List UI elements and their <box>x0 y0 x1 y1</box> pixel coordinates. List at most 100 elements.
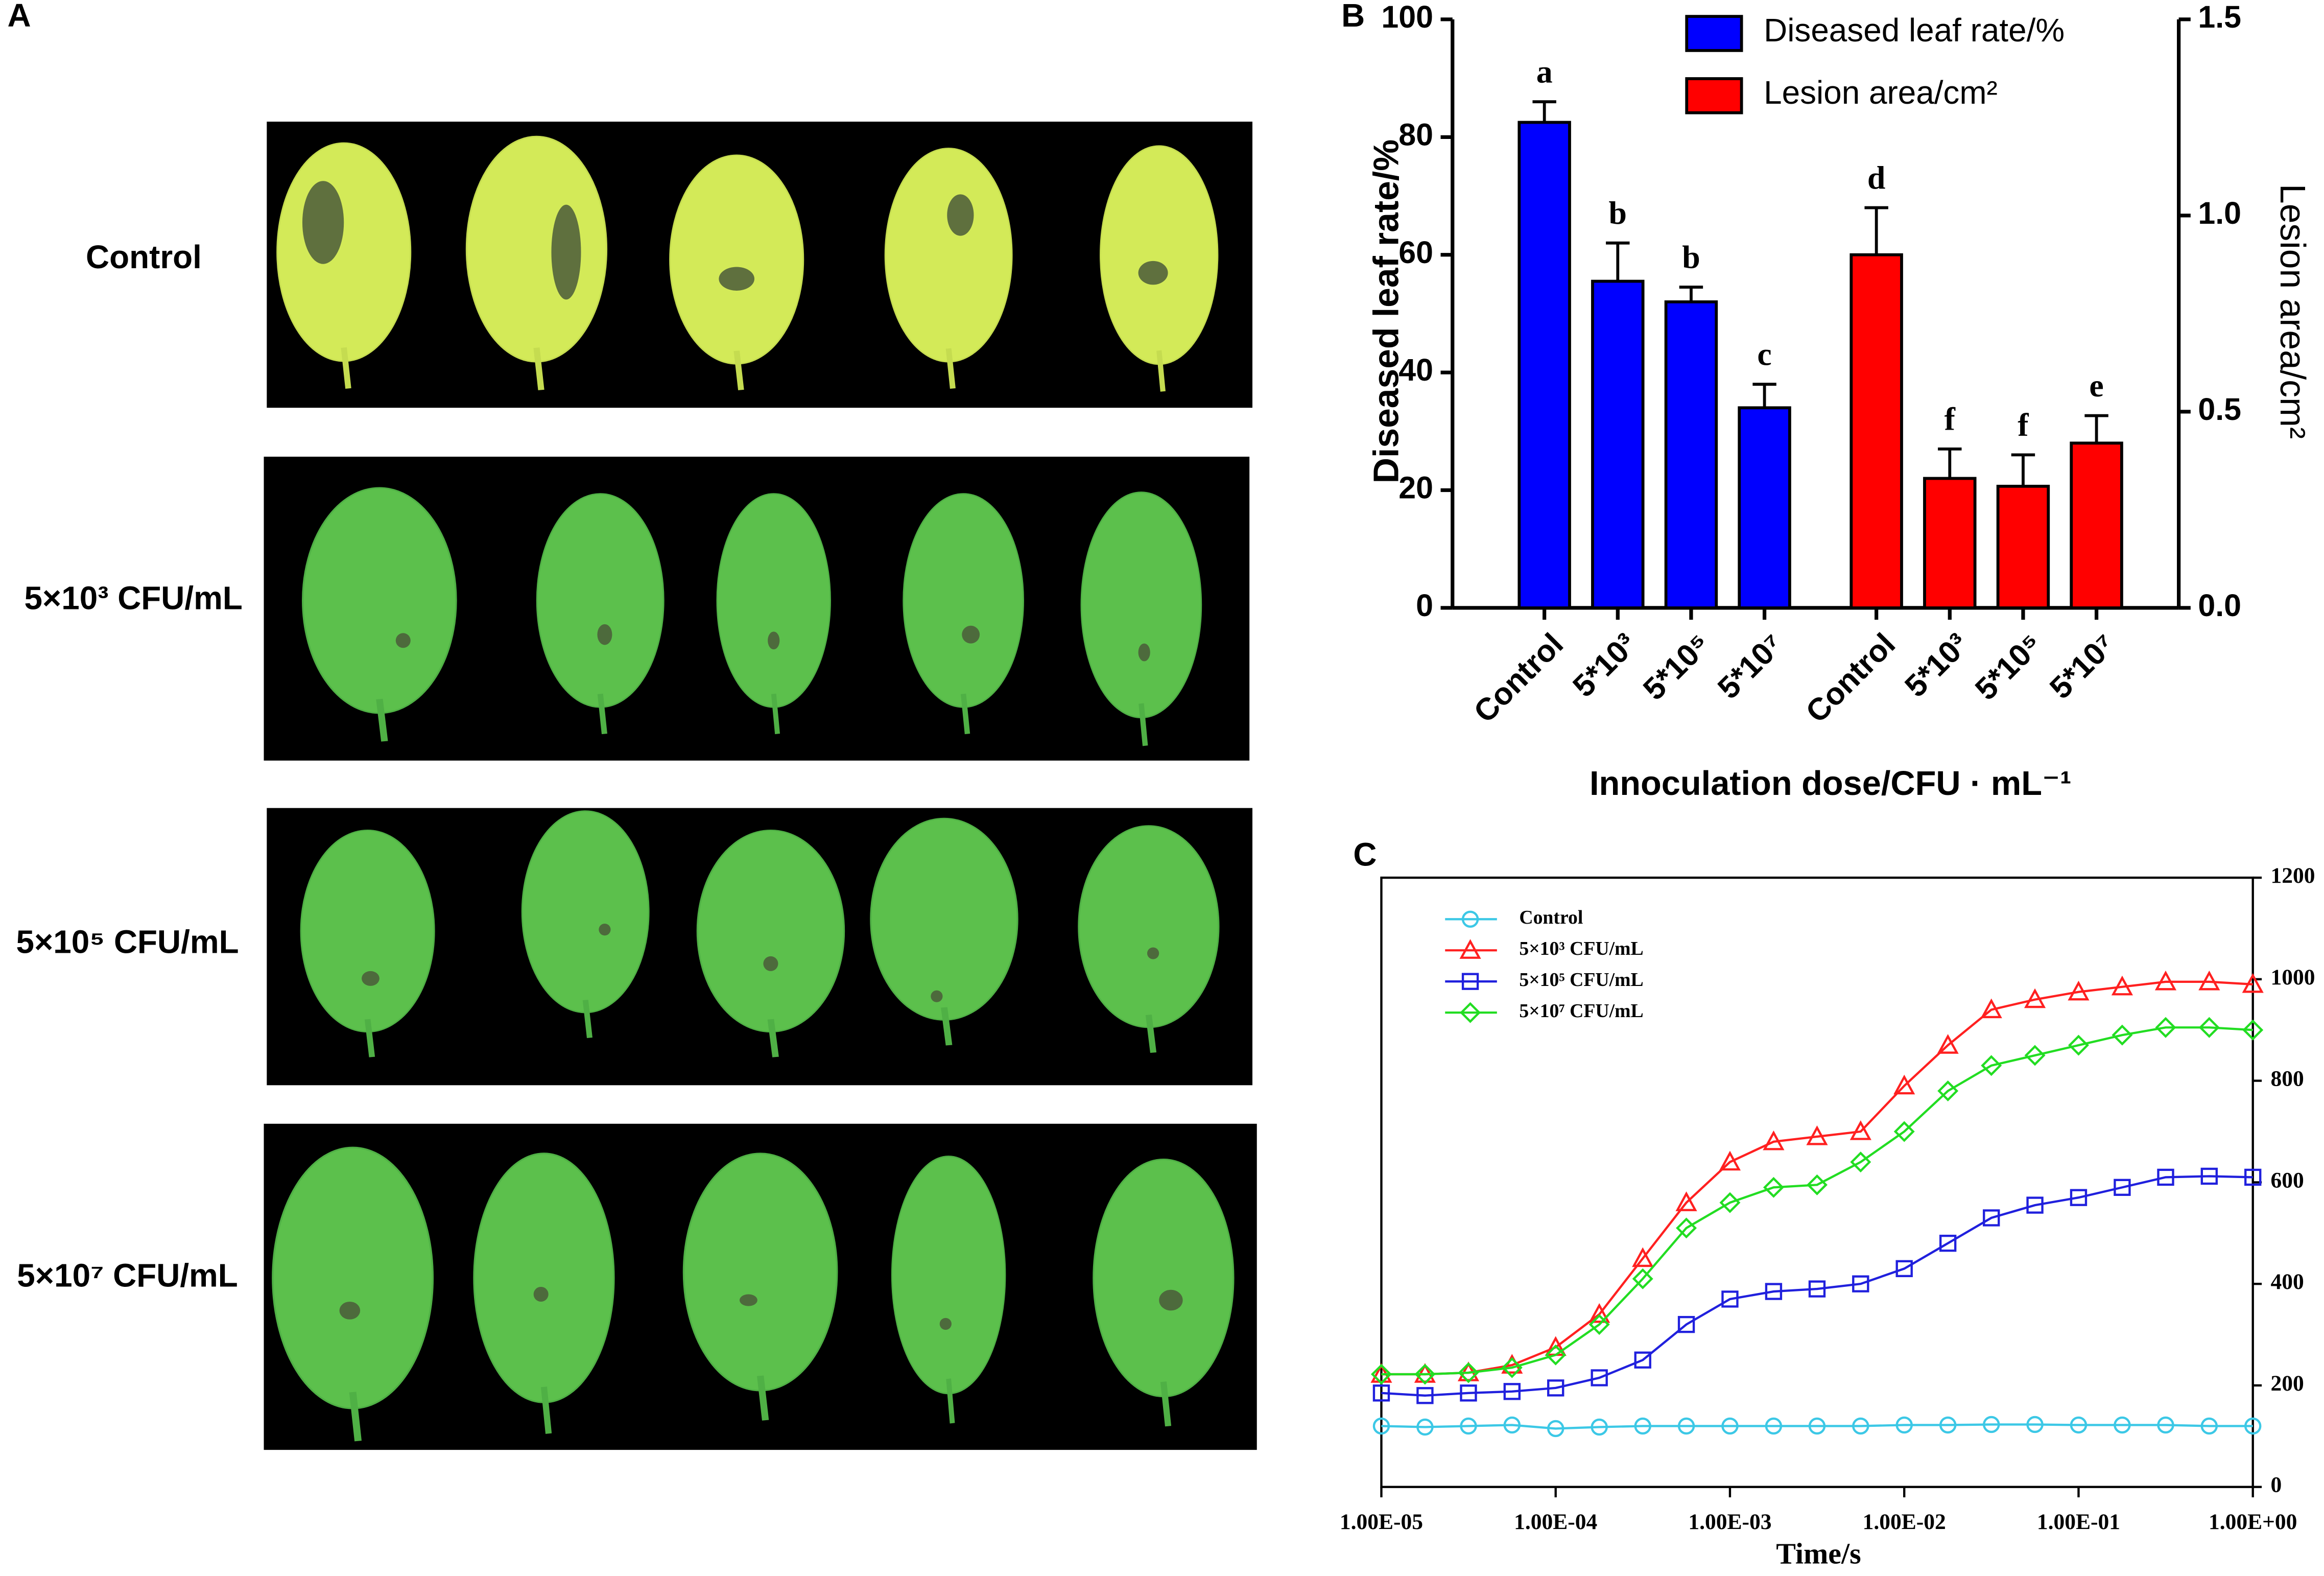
marker <box>1503 1383 1521 1400</box>
significance-letter: b <box>1682 239 1700 275</box>
marker <box>1675 1191 1697 1211</box>
x-tick-label: 1.00E-04 <box>1514 1510 1597 1534</box>
series-line <box>1381 1423 2253 1430</box>
legend-marker <box>1461 973 1479 990</box>
y2-tick-label: 1.0 <box>2198 196 2241 230</box>
marker <box>2198 970 2220 991</box>
lesion <box>1138 643 1150 662</box>
marker <box>2200 1167 2218 1185</box>
plot-frame <box>1380 876 2254 1488</box>
significance-letter: f <box>1944 401 1956 437</box>
marker <box>2114 1416 2131 1434</box>
marker <box>1634 1351 1651 1369</box>
marker <box>1937 1080 1959 1101</box>
marker <box>1591 1369 1608 1386</box>
marker <box>1765 1417 1783 1435</box>
marker <box>1765 1283 1783 1300</box>
marker <box>1849 1120 1871 1140</box>
x-tick-label: Control <box>1799 626 1902 729</box>
marker <box>1501 1357 1523 1378</box>
legend-marker <box>1459 939 1481 959</box>
lesion <box>763 956 778 971</box>
marker <box>2024 988 2046 1008</box>
error-bar <box>1532 100 1556 123</box>
y-tick-label: 0 <box>2271 1473 2282 1497</box>
lesion <box>719 267 755 291</box>
x-tick-label: 5*10⁷ <box>2043 626 2122 705</box>
y-tick-label: 600 <box>2271 1168 2304 1192</box>
leaf-photos <box>264 122 1257 1450</box>
lesion <box>1138 261 1168 285</box>
marker <box>1676 1217 1697 1239</box>
marker <box>1372 1384 1390 1402</box>
y-tick-label: 200 <box>2271 1371 2304 1396</box>
row-label: 5×10⁷ CFU/mL <box>17 1257 238 1293</box>
lesion <box>939 1318 952 1330</box>
marker <box>1460 1384 1477 1402</box>
marker <box>1719 1192 1741 1213</box>
marker <box>2155 1017 2176 1038</box>
marker <box>2111 975 2133 996</box>
x-tick-label: 1.00E-05 <box>1340 1510 1423 1534</box>
y-tick-label: 1000 <box>2271 965 2315 990</box>
lesion <box>395 633 411 648</box>
error-bar <box>1679 286 1703 302</box>
x-tick-label: 1.00E-02 <box>1863 1510 1946 1534</box>
legend-label: 5×10³ CFU/mL <box>1519 938 1643 959</box>
marker <box>1721 1290 1739 1308</box>
marker <box>2068 980 2090 1001</box>
marker <box>1414 1363 1436 1385</box>
marker <box>1981 1055 2002 1076</box>
y-axis-title: Diseased leaf rate/% <box>1366 139 1406 483</box>
bar <box>2070 441 2123 609</box>
marker <box>2154 970 2177 991</box>
marker <box>2242 973 2264 993</box>
marker <box>1808 1280 1826 1298</box>
bar <box>1738 406 1791 609</box>
marker <box>2026 1196 2044 1214</box>
lesion <box>339 1301 361 1320</box>
bar <box>1664 300 1718 609</box>
y-tick-label: 40 <box>1398 352 1433 387</box>
marker <box>2068 1034 2089 1056</box>
y-tick-label: 800 <box>2271 1067 2304 1091</box>
lesion <box>1147 947 1159 959</box>
marker <box>1937 1034 1959 1054</box>
marker <box>2026 1416 2044 1433</box>
marker <box>2200 1417 2218 1435</box>
x-axis-title: Innoculation dose/CFU · mL⁻¹ <box>1590 765 2072 803</box>
bar <box>1517 121 1571 609</box>
marker <box>1806 1125 1828 1145</box>
y-tick-label: 400 <box>2271 1269 2304 1294</box>
marker <box>1719 1150 1741 1171</box>
significance-letter: e <box>2089 367 2103 404</box>
marker <box>1591 1418 1608 1436</box>
row-label: 5×10⁵ CFU/mL <box>16 923 239 960</box>
marker <box>1677 1417 1695 1435</box>
legend-label: Lesion area/cm² <box>1764 74 1998 111</box>
marker <box>2070 1416 2088 1434</box>
lesion <box>1159 1289 1183 1311</box>
legend-marker <box>1460 1002 1481 1023</box>
x-tick-label: 1.00E-03 <box>1688 1510 1771 1534</box>
marker <box>1895 1260 1913 1278</box>
series-line <box>1381 1026 2253 1376</box>
marker <box>1588 1303 1610 1323</box>
legend-label: 5×10⁷ CFU/mL <box>1519 1000 1643 1022</box>
x-tick-label: 5*10⁷ <box>1711 626 1790 705</box>
marker <box>1547 1420 1564 1438</box>
significance-letter: a <box>1536 54 1553 90</box>
x-tick-label: Control <box>1467 626 1570 729</box>
lesion <box>739 1294 757 1306</box>
marker <box>2070 1189 2088 1206</box>
error-bar <box>1752 383 1776 408</box>
lesion <box>599 924 611 936</box>
marker <box>1852 1417 1869 1435</box>
marker <box>1503 1416 1521 1434</box>
bar <box>1591 279 1645 609</box>
marker <box>1939 1234 1957 1252</box>
lesion <box>551 204 581 300</box>
marker <box>2157 1168 2174 1186</box>
